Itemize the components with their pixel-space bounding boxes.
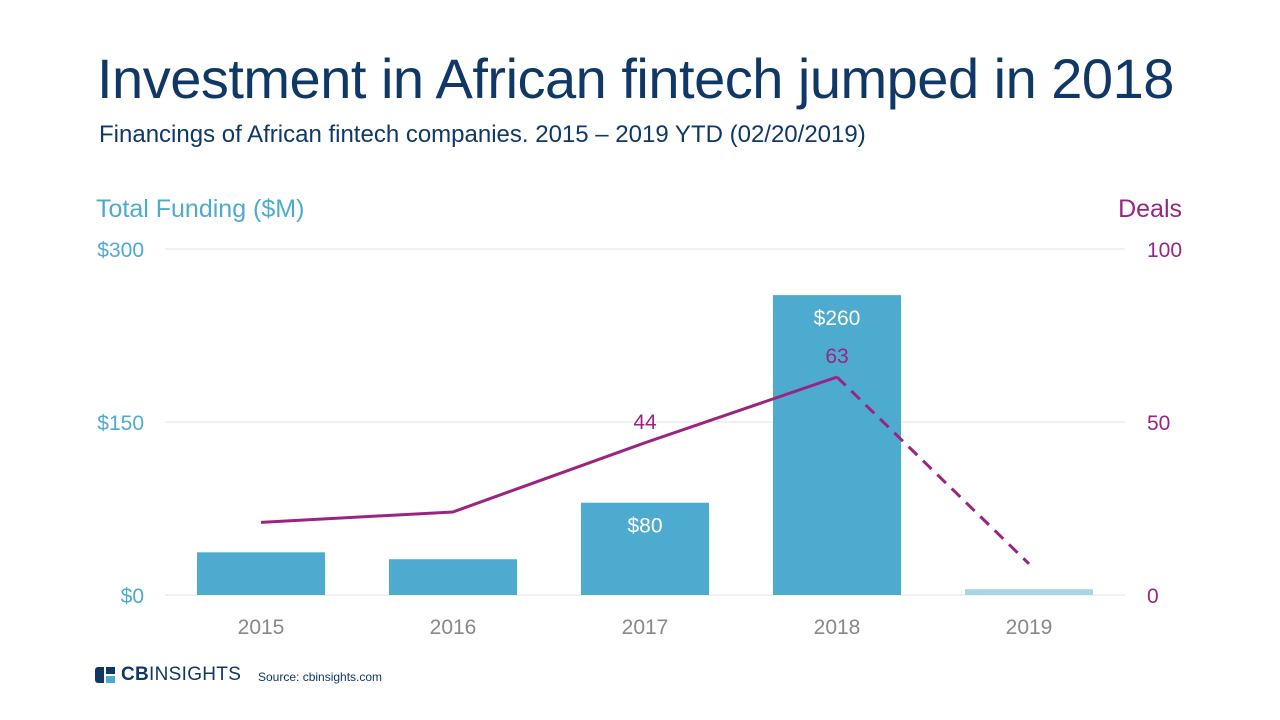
cb-insights-logo: CBINSIGHTS	[95, 664, 241, 686]
right-tick-label: 100	[1147, 239, 1182, 262]
x-tick-label: 2016	[430, 616, 477, 639]
deals-value-label: 63	[825, 345, 848, 368]
bar	[389, 559, 517, 595]
deals-line-projected	[835, 375, 1031, 565]
left-tick-label: $0	[121, 585, 144, 608]
bar-value-label: $80	[627, 515, 662, 538]
chart-subtitle: Financings of African fintech companies.…	[99, 121, 866, 148]
left-axis-title: Total Funding ($M)	[96, 195, 305, 223]
chart-title: Investment in African fintech jumped in …	[97, 47, 1174, 110]
bar	[965, 589, 1093, 595]
bar	[581, 502, 709, 595]
left-tick-label: $300	[97, 239, 144, 262]
source-note: Source: cbinsights.com	[258, 670, 383, 684]
x-tick-label: 2015	[238, 616, 285, 639]
logo-text: CBINSIGHTS	[121, 664, 242, 685]
x-tick-label: 2018	[814, 616, 861, 639]
bar-value-label: $260	[814, 307, 861, 330]
cb-insights-logo-icon	[95, 667, 117, 683]
right-tick-label: 0	[1147, 585, 1159, 608]
bar	[197, 552, 325, 595]
right-axis-title: Deals	[1118, 195, 1182, 223]
left-tick-label: $150	[97, 412, 144, 435]
deals-line	[260, 375, 838, 524]
bar	[773, 295, 901, 595]
deals-value-label: 44	[633, 411, 657, 434]
right-tick-label: 50	[1147, 412, 1170, 435]
x-tick-label: 2017	[622, 616, 669, 639]
x-tick-label: 2019	[1006, 616, 1053, 639]
